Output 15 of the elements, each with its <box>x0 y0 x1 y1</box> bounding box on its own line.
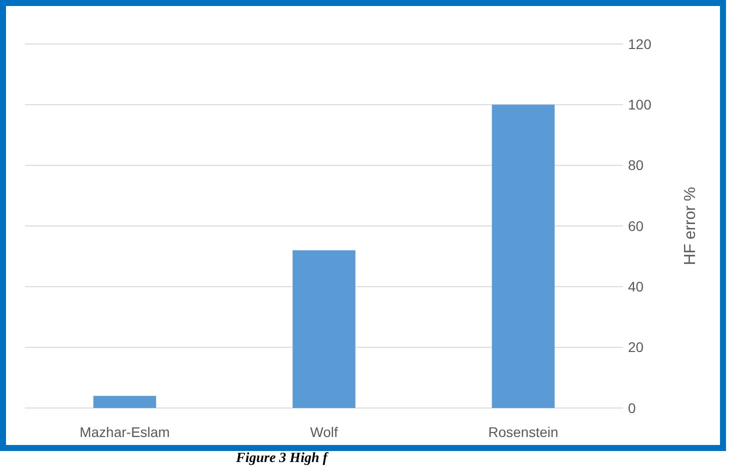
y-axis-title: HF error % <box>682 186 699 266</box>
x-tick-label: Mazhar-Eslam <box>80 424 170 440</box>
x-tick-label: Wolf <box>310 424 338 440</box>
y-tick-label: 0 <box>628 400 636 416</box>
x-tick-label: Rosenstein <box>488 424 558 440</box>
caption: Figure 3 High f <box>235 451 329 466</box>
y-tick-label: 80 <box>628 157 644 174</box>
y-tick-label: 40 <box>628 278 644 295</box>
bar <box>292 250 356 408</box>
y-tick-label: 120 <box>628 36 652 52</box>
y-tick-label: 100 <box>628 96 652 113</box>
y-tick-label: 20 <box>628 339 644 356</box>
bar <box>492 104 555 408</box>
y-tick-label: 60 <box>628 218 644 234</box>
bar <box>93 396 156 408</box>
